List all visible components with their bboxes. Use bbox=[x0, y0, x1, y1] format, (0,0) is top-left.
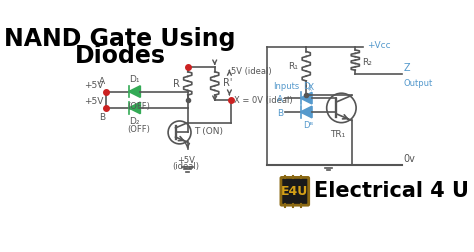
Text: T (ON): T (ON) bbox=[194, 127, 223, 136]
Text: (ideal): (ideal) bbox=[173, 161, 200, 170]
Text: D⁁: D⁁ bbox=[303, 82, 312, 90]
Text: Electrical 4 U: Electrical 4 U bbox=[314, 181, 469, 201]
Text: +Vcc: +Vcc bbox=[367, 41, 391, 50]
Text: R: R bbox=[173, 79, 180, 89]
Text: X = 0V (ideal): X = 0V (ideal) bbox=[234, 96, 292, 105]
Text: (OFF): (OFF) bbox=[127, 125, 150, 134]
Text: +5V: +5V bbox=[177, 156, 195, 165]
FancyBboxPatch shape bbox=[281, 178, 309, 205]
Polygon shape bbox=[129, 86, 140, 98]
Text: 0v: 0v bbox=[403, 153, 415, 163]
Text: R₂: R₂ bbox=[362, 58, 372, 67]
Text: R': R' bbox=[223, 77, 232, 87]
Text: E4U: E4U bbox=[281, 184, 309, 197]
Text: (OFF): (OFF) bbox=[127, 102, 150, 111]
Text: D₁: D₁ bbox=[129, 75, 140, 84]
Polygon shape bbox=[301, 107, 312, 118]
Text: 5V (ideal): 5V (ideal) bbox=[231, 67, 272, 76]
Text: X: X bbox=[308, 83, 314, 92]
Text: R₁: R₁ bbox=[288, 62, 298, 71]
Polygon shape bbox=[301, 93, 312, 104]
Text: B: B bbox=[277, 108, 283, 117]
Text: Z: Z bbox=[403, 63, 410, 73]
Text: A: A bbox=[99, 77, 105, 86]
Text: +5V: +5V bbox=[84, 81, 103, 90]
Text: B: B bbox=[99, 113, 105, 121]
Text: D₂: D₂ bbox=[129, 117, 140, 125]
Text: +5V: +5V bbox=[84, 97, 103, 106]
Text: Inputs: Inputs bbox=[273, 82, 300, 90]
Text: Output: Output bbox=[403, 79, 433, 88]
Text: Dᴮ: Dᴮ bbox=[303, 121, 313, 130]
Text: NAND Gate Using: NAND Gate Using bbox=[4, 27, 236, 51]
Polygon shape bbox=[129, 103, 140, 114]
Text: TR₁: TR₁ bbox=[330, 130, 345, 139]
Text: Diodes: Diodes bbox=[74, 43, 165, 67]
Text: A: A bbox=[277, 94, 283, 103]
